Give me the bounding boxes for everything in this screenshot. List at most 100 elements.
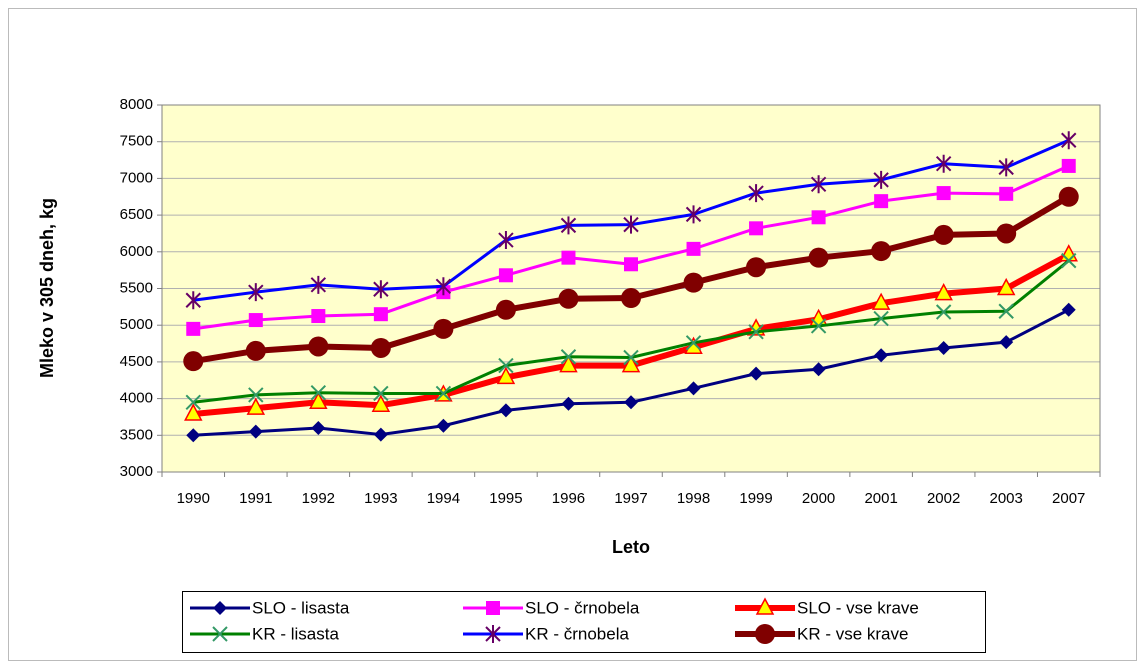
marker xyxy=(371,394,391,412)
x-tick-label: 2007 xyxy=(1052,490,1085,507)
marker xyxy=(308,336,329,357)
marker xyxy=(749,221,764,236)
marker xyxy=(495,299,516,320)
marker xyxy=(248,387,264,403)
marker xyxy=(933,224,954,245)
marker xyxy=(558,288,579,309)
x-tick-label: 2001 xyxy=(864,490,897,507)
marker xyxy=(1061,252,1077,269)
x-axis-label: Leto xyxy=(612,537,650,557)
legend-label: KR - vse krave xyxy=(797,624,908,643)
marker xyxy=(998,158,1014,177)
marker xyxy=(623,215,639,234)
marker xyxy=(748,184,764,203)
marker xyxy=(309,391,328,410)
x-tick-label: 1992 xyxy=(302,490,335,507)
y-tick-label: 8000 xyxy=(120,96,153,113)
marker xyxy=(561,250,576,265)
marker xyxy=(685,335,702,351)
marker xyxy=(996,223,1017,244)
marker xyxy=(560,216,577,235)
marker xyxy=(871,241,892,262)
marker xyxy=(811,362,826,377)
x-tick-label: 2003 xyxy=(990,490,1023,507)
legend-marker xyxy=(755,597,775,615)
marker xyxy=(871,292,891,310)
marker xyxy=(498,268,513,283)
marker xyxy=(246,397,266,415)
x-tick-label: 1997 xyxy=(614,490,647,507)
marker xyxy=(373,280,389,299)
x-tick-label: 1994 xyxy=(427,490,460,507)
marker xyxy=(311,420,326,435)
marker xyxy=(621,288,641,309)
marker xyxy=(686,241,701,256)
marker xyxy=(311,309,326,324)
marker xyxy=(185,291,201,310)
marker xyxy=(746,257,767,278)
marker xyxy=(498,231,514,250)
marker xyxy=(435,385,452,402)
marker xyxy=(248,313,263,328)
marker xyxy=(749,366,764,381)
legend-marker xyxy=(213,601,227,615)
x-tick-label: 1996 xyxy=(552,490,585,507)
marker xyxy=(998,303,1014,319)
y-tick-label: 6000 xyxy=(120,243,153,260)
legend-box xyxy=(182,591,986,653)
marker xyxy=(686,381,701,396)
marker xyxy=(624,257,638,272)
x-tick-label: 1995 xyxy=(489,490,522,507)
x-tick-label: 1993 xyxy=(364,490,397,507)
marker xyxy=(683,272,704,293)
y-axis-label: Mleko v 305 dneh, kg xyxy=(37,198,57,378)
legend-marker xyxy=(755,624,775,644)
marker xyxy=(373,385,389,402)
marker xyxy=(623,349,639,366)
marker xyxy=(873,170,889,189)
marker xyxy=(935,154,952,173)
legend-label: KR - črnobela xyxy=(525,624,629,643)
legend-marker xyxy=(212,626,228,642)
marker xyxy=(873,310,889,327)
y-tick-label: 5500 xyxy=(120,279,153,296)
marker xyxy=(186,428,201,443)
marker xyxy=(245,340,266,361)
marker xyxy=(560,349,577,365)
marker xyxy=(310,275,327,294)
marker xyxy=(624,395,638,410)
marker xyxy=(373,307,388,322)
marker xyxy=(1061,158,1076,173)
y-tick-label: 6500 xyxy=(120,206,153,223)
marker xyxy=(310,385,327,401)
legend-marker xyxy=(485,625,501,643)
marker xyxy=(373,427,388,442)
marker xyxy=(685,205,702,224)
marker xyxy=(248,424,263,439)
marker xyxy=(185,394,201,410)
legend-label: SLO - črnobela xyxy=(525,598,640,617)
marker xyxy=(621,354,641,373)
marker xyxy=(996,277,1016,296)
marker xyxy=(186,321,201,336)
y-tick-label: 4000 xyxy=(120,390,153,407)
marker xyxy=(810,175,827,194)
marker xyxy=(999,335,1014,350)
marker xyxy=(248,283,264,302)
legend-label: SLO - lisasta xyxy=(252,598,350,617)
x-tick-label: 1991 xyxy=(239,490,272,507)
marker xyxy=(498,403,513,418)
marker xyxy=(1061,302,1076,317)
marker xyxy=(811,210,826,225)
marker xyxy=(370,337,391,358)
y-tick-label: 5000 xyxy=(120,316,153,333)
y-tick-label: 3500 xyxy=(120,426,153,443)
marker xyxy=(496,366,516,385)
marker xyxy=(810,318,827,334)
marker xyxy=(436,418,451,433)
y-tick-label: 3000 xyxy=(120,463,153,480)
marker xyxy=(559,354,578,373)
marker xyxy=(874,194,889,209)
x-tick-label: 2002 xyxy=(927,490,960,507)
